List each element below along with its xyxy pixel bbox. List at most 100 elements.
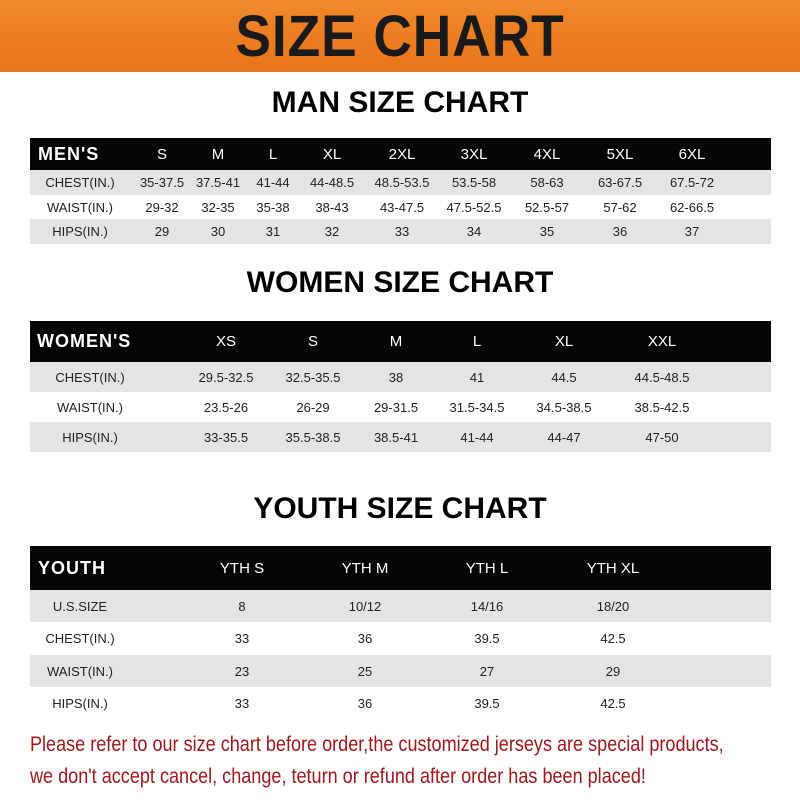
measurement-cell: 48.5-53.5 xyxy=(374,175,430,190)
measurement-cell: 42.5 xyxy=(600,696,626,711)
size-header: L xyxy=(472,333,482,350)
row-label: CHEST(IN.) xyxy=(55,369,125,385)
table-row: HIPS(IN.) 33 36 39.5 42.5 xyxy=(30,687,771,720)
size-header: 3XL xyxy=(460,145,488,163)
measurement-cell: 25 xyxy=(357,663,373,679)
measurement-cell: 29-31.5 xyxy=(373,399,419,415)
table-row: HIPS(IN.) 33-35.5 35.5-38.5 38.5-41 41-44 44-… xyxy=(30,422,771,452)
measurement-cell: 33 xyxy=(394,224,410,239)
measurement-cell: 32 xyxy=(324,224,340,239)
measurement-cell: 53.5-58 xyxy=(451,175,497,190)
measurement-cell: 33 xyxy=(234,696,250,711)
size-header: XL xyxy=(322,145,342,163)
measurement-cell: 58-63 xyxy=(530,175,564,190)
youth-size-table: YOUTH YTH S YTH M YTH L YTH XL U.S.SIZE 8 10/12… xyxy=(30,546,771,720)
measurement-cell: 23 xyxy=(234,663,250,679)
measurement-cell: 38-43 xyxy=(315,199,349,215)
measurement-cell: 44-47 xyxy=(547,429,581,445)
women-size-table: WOMEN'S XS S M L XL XXL CHEST(IN.) 29.5-32.5 32.5… xyxy=(30,321,771,452)
table-label: MEN'S xyxy=(38,143,100,164)
measurement-cell: 44.5-48.5 xyxy=(634,369,690,385)
measurement-cell: 43-47.5 xyxy=(379,199,425,215)
measurement-cell: 37.5-41 xyxy=(195,175,241,190)
measurement-cell: 29-32 xyxy=(145,199,179,215)
measurement-cell: 39.5 xyxy=(474,696,500,711)
table-row: HIPS(IN.) 29 30 31 32 33 34 35 36 37 xyxy=(30,219,771,244)
measurement-cell: 31 xyxy=(265,224,281,239)
row-label: HIPS(IN.) xyxy=(52,224,108,239)
table-label: WOMEN'S xyxy=(37,331,132,351)
measurement-cell: 36 xyxy=(612,224,628,239)
measurement-cell: 29.5-32.5 xyxy=(198,369,254,385)
measurement-cell: 32-35 xyxy=(201,199,235,215)
measurement-cell: 41-44 xyxy=(256,175,290,190)
table-header-row: WOMEN'S XS S M L XL XXL xyxy=(30,321,771,362)
measurement-cell: 35 xyxy=(539,224,555,239)
row-label: CHEST(IN.) xyxy=(45,175,115,190)
measurement-cell: 23.5-26 xyxy=(203,399,249,415)
size-header: YTH L xyxy=(465,559,509,577)
measurement-cell: 52.5-57 xyxy=(524,199,570,215)
measurement-cell: 42.5 xyxy=(600,631,626,646)
row-label: WAIST(IN.) xyxy=(57,399,123,415)
size-header: YTH M xyxy=(341,559,389,577)
measurement-cell: 33 xyxy=(234,631,250,646)
measurement-cell: 38 xyxy=(388,369,404,385)
row-label: WAIST(IN.) xyxy=(47,663,113,679)
measurement-cell: 38.5-41 xyxy=(373,429,419,445)
size-header: YTH S xyxy=(219,559,265,577)
table-header-row: MEN'S S M L XL 2XL 3XL 4XL 5XL 6XL xyxy=(30,138,771,170)
measurement-cell: 30 xyxy=(210,224,226,239)
measurement-cell: 37 xyxy=(684,224,700,239)
women-title: WOMEN SIZE CHART xyxy=(246,266,554,299)
measurement-cell: 29 xyxy=(605,663,621,679)
measurement-cell: 47.5-52.5 xyxy=(446,199,502,215)
table-row: CHEST(IN.) 35-37.5 37.5-41 41-44 44-48.5 48.5… xyxy=(30,170,771,195)
size-header: 2XL xyxy=(388,145,416,163)
measurement-cell: 10/12 xyxy=(348,598,382,614)
measurement-cell: 57-62 xyxy=(603,199,637,215)
measurement-cell: 33-35.5 xyxy=(203,429,249,445)
row-label: HIPS(IN.) xyxy=(62,429,118,445)
size-header: L xyxy=(268,145,278,163)
size-header: S xyxy=(156,145,168,163)
table-label: YOUTH xyxy=(38,557,106,578)
notice-line-1: Please refer to our size chart before or… xyxy=(30,733,724,756)
size-header: M xyxy=(211,145,225,163)
measurement-cell: 32.5-35.5 xyxy=(285,369,341,385)
measurement-cell: 41-44 xyxy=(460,429,494,445)
measurement-cell: 67.5-72 xyxy=(669,175,715,190)
measurement-cell: 47-50 xyxy=(645,429,679,445)
row-label: U.S.SIZE xyxy=(52,598,108,614)
size-header: M xyxy=(389,333,403,350)
table-row: CHEST(IN.) 33 36 39.5 42.5 xyxy=(30,622,771,655)
measurement-cell: 26-29 xyxy=(296,399,330,415)
table-row: WAIST(IN.) 23.5-26 26-29 29-31.5 31.5-34.5 34… xyxy=(30,392,771,422)
banner: SIZE CHART xyxy=(0,0,800,72)
measurement-cell: 35-38 xyxy=(256,199,290,215)
measurement-cell: 63-67.5 xyxy=(597,175,643,190)
size-header: XXL xyxy=(647,333,677,350)
measurement-cell: 39.5 xyxy=(474,631,500,646)
notice-line-2: we don't accept cancel, change, teturn o… xyxy=(30,765,646,788)
measurement-cell: 8 xyxy=(238,598,246,614)
measurement-cell: 14/16 xyxy=(470,598,504,614)
row-label: CHEST(IN.) xyxy=(45,631,115,646)
size-header: YTH XL xyxy=(586,559,640,577)
size-header: XL xyxy=(554,333,574,350)
measurement-cell: 29 xyxy=(154,224,170,239)
measurement-cell: 38.5-42.5 xyxy=(634,399,690,415)
size-header: 4XL xyxy=(533,145,561,163)
measurement-cell: 62-66.5 xyxy=(669,199,715,215)
row-label: WAIST(IN.) xyxy=(47,199,113,215)
table-row: WAIST(IN.) 23 25 27 29 xyxy=(30,655,771,687)
size-header: 6XL xyxy=(678,145,706,163)
men-title: MAN SIZE CHART xyxy=(271,86,529,119)
table-header-row: YOUTH YTH S YTH M YTH L YTH XL xyxy=(30,546,771,590)
measurement-cell: 35-37.5 xyxy=(139,175,185,190)
youth-title: YOUTH SIZE CHART xyxy=(253,492,547,525)
table-row: U.S.SIZE 8 10/12 14/16 18/20 xyxy=(30,590,771,622)
measurement-cell: 27 xyxy=(479,663,495,679)
size-header: S xyxy=(307,333,319,350)
measurement-cell: 34 xyxy=(466,224,482,239)
